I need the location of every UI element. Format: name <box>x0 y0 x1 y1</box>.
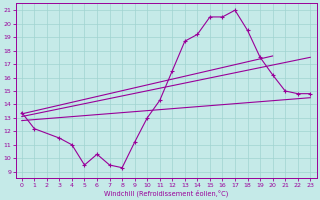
X-axis label: Windchill (Refroidissement éolien,°C): Windchill (Refroidissement éolien,°C) <box>104 189 228 197</box>
